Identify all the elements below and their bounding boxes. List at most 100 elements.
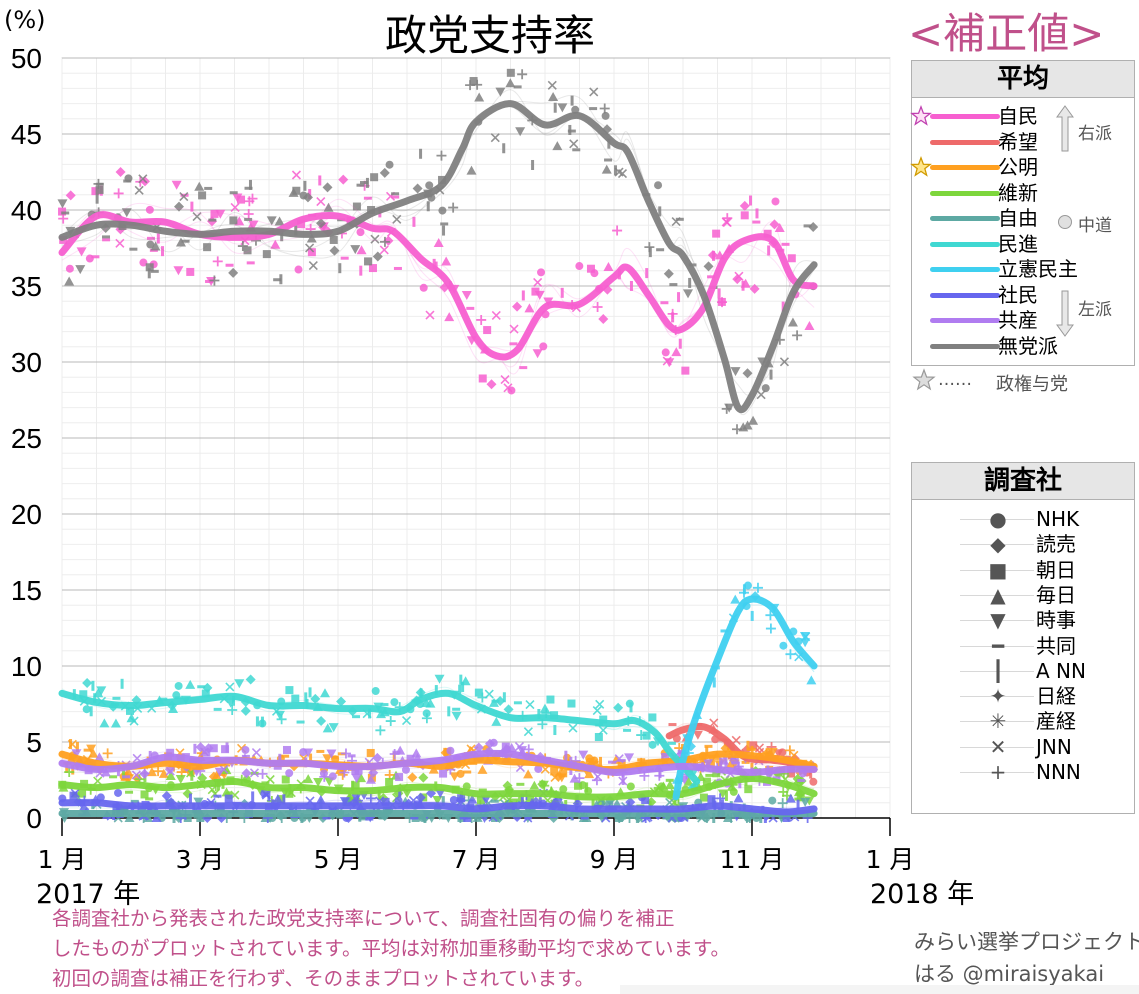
poll-marker [552, 141, 563, 151]
poll-marker [412, 216, 416, 227]
poll-marker [574, 773, 585, 784]
poll-marker [495, 695, 506, 706]
poll-marker [702, 777, 711, 786]
poll-marker [401, 765, 410, 774]
poll-marker [608, 760, 617, 764]
poll-marker [221, 765, 232, 775]
poll-marker [578, 781, 587, 790]
poll-marker [742, 368, 753, 379]
poll-marker [771, 197, 780, 206]
poll-marker [559, 785, 568, 794]
ruling-note-marks: …… [938, 370, 972, 390]
poll-marker [186, 267, 195, 276]
poll-marker [617, 759, 626, 768]
poll-marker [787, 769, 796, 778]
poll-marker [379, 167, 390, 178]
legend-swatch [930, 292, 1000, 298]
poll-marker [165, 766, 175, 776]
poll-marker [147, 268, 151, 279]
y-tick-label: 20 [11, 499, 42, 530]
average-legend-items: 自民 希望 公明 維新 自由 民進 立憲民主 社民 共産 無党派 [910, 101, 1134, 363]
pollster-legend-item: ■ 朝日 [912, 558, 1134, 583]
poll-marker [658, 768, 662, 779]
poll-marker [677, 292, 681, 303]
center-dot-icon [1058, 215, 1072, 229]
poll-marker [192, 211, 202, 222]
poll-marker [439, 769, 448, 778]
chart-title: 政党支持率 [384, 11, 595, 60]
poll-marker [146, 240, 155, 249]
poll-marker [419, 283, 428, 292]
legend-swatch [930, 190, 1000, 196]
poll-marker [426, 788, 437, 799]
poll-marker [89, 706, 93, 717]
poll-marker [532, 349, 543, 359]
legend-line [960, 620, 1034, 622]
poll-marker [211, 770, 222, 780]
poll-marker [618, 776, 628, 786]
poll-marker [707, 250, 718, 261]
poll-marker [203, 743, 214, 754]
poll-marker [712, 813, 716, 823]
poll-marker [441, 796, 445, 807]
poll-marker [752, 582, 763, 593]
pollster-marker-icon: ━ [991, 633, 1005, 658]
poll-marker [722, 217, 732, 228]
poll-marker [370, 234, 380, 244]
poll-marker [67, 739, 77, 749]
poll-marker [505, 78, 516, 88]
poll-marker [624, 753, 635, 763]
poll-marker [732, 274, 743, 285]
poll-marker [115, 238, 125, 248]
poll-marker [589, 107, 598, 111]
poll-marker [715, 793, 726, 804]
legend-label: 立憲民主 [998, 257, 1078, 281]
center-label: 中道 [1078, 216, 1112, 236]
y-tick-label: 25 [11, 423, 42, 454]
poll-marker [435, 789, 446, 799]
arrow-down-icon [1056, 290, 1074, 337]
poll-marker [94, 752, 105, 762]
ruling-party-star-icon [910, 105, 932, 126]
poll-marker [316, 715, 327, 726]
poll-marker [372, 251, 383, 262]
poll-marker [377, 789, 381, 800]
legend-swatch [930, 139, 1000, 145]
poll-marker [71, 764, 75, 775]
legend-label: 共産 [998, 308, 1038, 332]
poll-marker [299, 748, 308, 757]
poll-marker [299, 191, 308, 200]
poll-marker [517, 69, 528, 80]
poll-marker [809, 777, 818, 786]
pollster-marker-icon: ▼ [990, 608, 1006, 633]
series-line-社民 [58, 799, 818, 816]
poll-marker [502, 692, 506, 703]
poll-marker [683, 289, 694, 299]
credit-project: みらい選挙プロジェクト [914, 930, 1139, 954]
y-axis-unit: (%) [4, 6, 46, 34]
poll-marker [297, 220, 306, 229]
poll-marker [469, 77, 478, 86]
legend-line [960, 645, 1034, 647]
poll-marker [733, 793, 744, 803]
poll-marker [547, 80, 557, 90]
poll-marker [755, 208, 759, 219]
poll-marker [466, 306, 475, 310]
poll-marker [730, 367, 741, 377]
poll-marker [663, 268, 674, 279]
poll-marker [165, 770, 176, 780]
poll-marker [315, 794, 326, 804]
poll-marker [212, 256, 223, 267]
pollster-legend-item: ✦ 日経 [912, 684, 1134, 709]
poll-marker [787, 317, 798, 327]
poll-marker [553, 725, 557, 736]
poll-marker [329, 235, 338, 244]
poll-marker [229, 191, 238, 195]
poll-marker [338, 263, 342, 274]
poll-marker [352, 202, 361, 211]
poll-marker [607, 138, 611, 149]
poll-marker [352, 715, 361, 719]
poll-marker [568, 723, 578, 733]
y-tick-label: 5 [26, 727, 42, 758]
poll-marker [356, 773, 367, 783]
